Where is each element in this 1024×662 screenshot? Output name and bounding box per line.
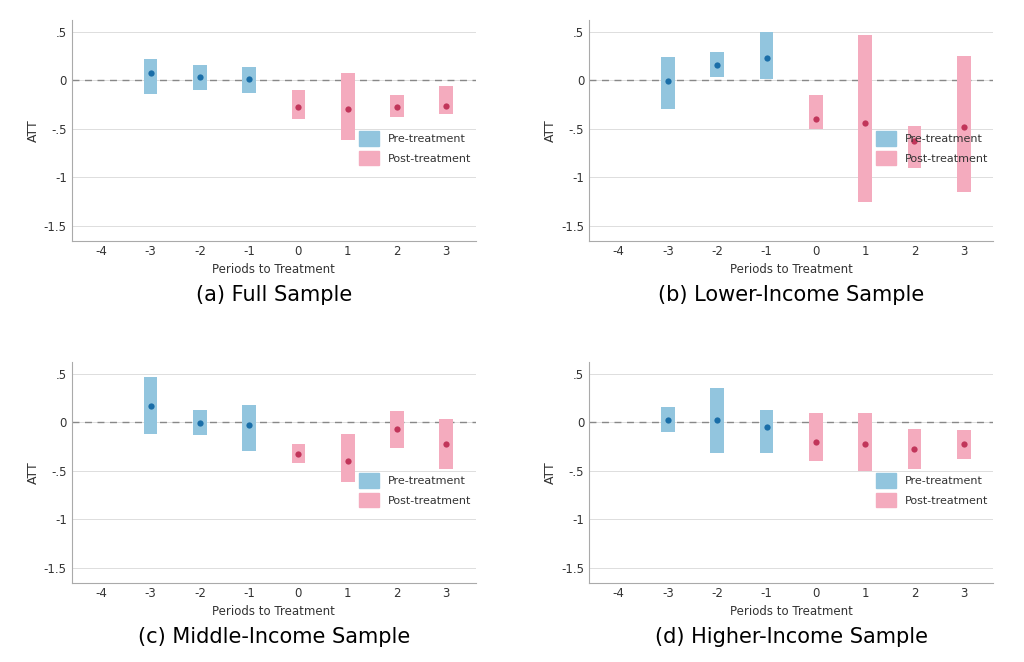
Y-axis label: ATT: ATT: [27, 118, 40, 142]
Text: (d) Higher-Income Sample: (d) Higher-Income Sample: [654, 627, 928, 647]
Bar: [907, 429, 922, 469]
Text: (b) Lower-Income Sample: (b) Lower-Income Sample: [658, 285, 925, 305]
Legend: Pre-treatment, Post-treatment: Pre-treatment, Post-treatment: [355, 470, 474, 511]
Bar: [956, 56, 971, 192]
Bar: [907, 126, 922, 167]
X-axis label: Periods to Treatment: Periods to Treatment: [212, 263, 335, 275]
Text: (c) Middle-Income Sample: (c) Middle-Income Sample: [137, 627, 410, 647]
X-axis label: Periods to Treatment: Periods to Treatment: [212, 604, 335, 618]
Bar: [956, 430, 971, 459]
Bar: [143, 59, 158, 94]
Bar: [292, 90, 305, 119]
Bar: [341, 73, 354, 140]
Bar: [711, 388, 724, 453]
Legend: Pre-treatment, Post-treatment: Pre-treatment, Post-treatment: [355, 128, 474, 169]
Bar: [662, 406, 675, 432]
Text: (a) Full Sample: (a) Full Sample: [196, 285, 352, 305]
Bar: [711, 52, 724, 77]
Y-axis label: ATT: ATT: [27, 461, 40, 484]
Bar: [193, 410, 207, 435]
Bar: [662, 57, 675, 109]
Bar: [243, 66, 256, 93]
Bar: [858, 35, 872, 202]
X-axis label: Periods to Treatment: Periods to Treatment: [730, 604, 853, 618]
Y-axis label: ATT: ATT: [544, 118, 557, 142]
Bar: [858, 413, 872, 471]
Bar: [193, 65, 207, 90]
Bar: [809, 413, 822, 461]
Bar: [143, 377, 158, 434]
Bar: [390, 412, 403, 448]
Legend: Pre-treatment, Post-treatment: Pre-treatment, Post-treatment: [872, 470, 992, 511]
Bar: [390, 95, 403, 117]
Bar: [760, 32, 773, 79]
Bar: [760, 410, 773, 453]
Bar: [439, 419, 454, 469]
Bar: [243, 404, 256, 451]
Bar: [341, 434, 354, 483]
Bar: [439, 86, 454, 114]
Bar: [809, 95, 822, 128]
X-axis label: Periods to Treatment: Periods to Treatment: [730, 263, 853, 275]
Legend: Pre-treatment, Post-treatment: Pre-treatment, Post-treatment: [872, 128, 992, 169]
Y-axis label: ATT: ATT: [544, 461, 557, 484]
Bar: [292, 444, 305, 463]
